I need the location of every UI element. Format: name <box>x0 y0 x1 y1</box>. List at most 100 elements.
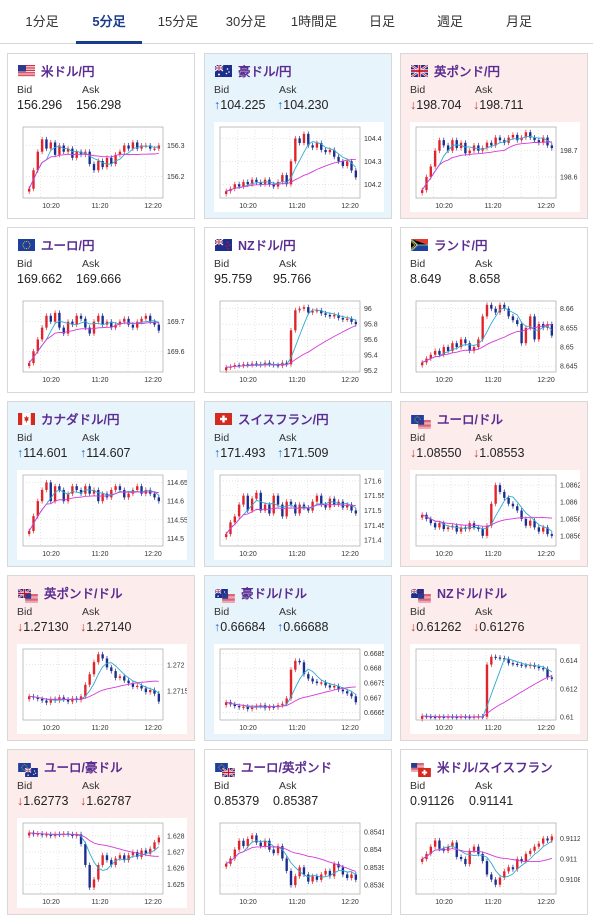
mini-chart[interactable]: 0.8541 0.854 0.8539 0.8538 10:20 11:20 12:20 <box>214 818 384 908</box>
mini-chart[interactable]: 114.65 114.6 114.55 114.5 10:20 11:20 12:20 <box>17 470 187 560</box>
bid-price: 198.704 <box>416 98 462 112</box>
rate-card[interactable]: 英ポンド/ドル Bid Ask ↓1.27130 ↓1.27140 1.272 1… <box>7 575 195 741</box>
mini-chart[interactable]: 0.614 0.612 0.61 10:20 11:20 12:20 <box>410 644 580 734</box>
tab-1hour[interactable]: 1時間足 <box>290 14 338 29</box>
pair-name[interactable]: ユーロ/英ポンド <box>241 760 332 775</box>
candle-body <box>350 693 353 697</box>
x-tick-label: 12:20 <box>341 725 359 732</box>
pair-title-link[interactable]: 米ドル/円 <box>18 60 94 80</box>
tab-daily[interactable]: 日足 <box>368 14 395 29</box>
pair-title-link[interactable]: 豪ドル/円 <box>214 60 292 80</box>
mini-chart[interactable]: 96 95.8 95.6 95.4 95.2 10:20 11:20 12:20 <box>214 296 384 386</box>
mini-chart[interactable]: 1.628 1.627 1.626 1.625 10:20 11:20 12:20 <box>17 818 187 908</box>
candle-body <box>468 150 471 154</box>
tab-1min[interactable]: 1分足 <box>25 14 59 29</box>
candle-body <box>49 315 52 322</box>
pair-title-link[interactable]: ユーロ/円 <box>18 234 94 254</box>
bid-label: Bid <box>17 258 33 270</box>
pair-name[interactable]: 豪ドル/ドル <box>241 586 307 601</box>
pair-title-link[interactable]: 米ドル/スイスフラン <box>411 756 553 777</box>
mini-chart[interactable]: 0.6685 0.668 0.6675 0.667 0.6665 10:20 11:20 12… <box>214 644 384 734</box>
rate-card[interactable]: ユーロ/ドル Bid Ask ↓1.08550 ↓1.08553 1.0862 1… <box>400 401 588 567</box>
mini-chart[interactable]: 169.7 169.6 10:20 11:20 12:20 <box>17 296 187 386</box>
tab-5min[interactable]: 5分足 <box>76 0 142 44</box>
x-tick-label: 11:20 <box>92 725 109 732</box>
rate-card[interactable]: 英ポンド/円 Bid Ask ↓198.704 ↓198.711 198.7 19… <box>400 53 588 219</box>
rate-card[interactable]: 豪ドル/円 Bid Ask ↑104.225 ↑104.230 104.4 104… <box>204 53 392 219</box>
pair-title-link[interactable]: 英ポンド/円 <box>410 60 500 80</box>
pair-title-link[interactable]: NZドル/ドル <box>410 582 508 603</box>
mini-chart[interactable]: 171.6 171.55 171.5 171.45 171.4 10:20 11:20 12:… <box>214 470 384 560</box>
candle-body <box>328 498 332 508</box>
pair-title-link[interactable]: 豪ドル/ドル <box>214 582 307 603</box>
pair-title-link[interactable]: NZドル/円 <box>214 234 296 254</box>
candle-body <box>45 482 48 490</box>
candle-body <box>433 716 437 719</box>
rate-card[interactable]: 豪ドル/ドル Bid Ask ↑0.66684 ↑0.66688 0.6685 0… <box>204 575 392 741</box>
ask-price: 169.666 <box>76 272 122 286</box>
pair-name[interactable]: ユーロ/ドル <box>437 412 503 427</box>
candle-body <box>272 184 275 187</box>
candle-body <box>272 495 275 514</box>
rate-card[interactable]: NZドル/ドル Bid Ask ↓0.61262 ↓0.61276 0.614 0… <box>400 575 588 741</box>
pair-name[interactable]: 豪ドル/円 <box>238 64 292 79</box>
rate-card[interactable]: ユーロ/豪ドル Bid Ask ↓1.62773 ↓1.62787 1.628 1… <box>7 749 195 915</box>
pair-name[interactable]: 米ドル/円 <box>41 64 95 79</box>
rate-card[interactable]: NZドル/円 Bid Ask 95.759 95.766 96 95.8 95.6 9… <box>204 227 392 393</box>
rate-card[interactable]: カナダドル/円 Bid Ask ↑114.601 ↑114.607 114.65… <box>7 401 195 567</box>
ask-price: 1.62787 <box>86 794 132 808</box>
pair-name[interactable]: 英ポンド/円 <box>434 64 500 79</box>
tab-monthly[interactable]: 月足 <box>505 14 532 29</box>
tab-30min[interactable]: 30分足 <box>225 14 267 29</box>
candle-body <box>433 150 437 167</box>
pair-name[interactable]: ユーロ/円 <box>41 238 95 253</box>
pair-title-link[interactable]: ユーロ/英ポンド <box>215 756 332 778</box>
rate-card[interactable]: ユーロ/円 Bid Ask 169.662 169.666 169.7 169.6… <box>7 227 195 393</box>
pair-name[interactable]: NZドル/ドル <box>437 586 508 601</box>
y-tick-label: 104.2 <box>364 182 382 189</box>
mini-chart[interactable]: 0.9112 0.911 0.9108 10:20 11:20 12:20 <box>410 818 580 908</box>
moving-average-short <box>28 145 159 189</box>
pair-title-link[interactable]: ユーロ/豪ドル <box>18 756 123 777</box>
rate-card[interactable]: スイスフラン/円 Bid Ask ↑171.493 ↑171.509 171.6… <box>204 401 392 567</box>
candle-body <box>281 504 284 517</box>
candle-body <box>468 523 471 530</box>
y-tick-label: 1.0862 <box>560 483 580 490</box>
pair-name[interactable]: ランド/円 <box>434 238 488 253</box>
pair-name[interactable]: 英ポンド/ドル <box>44 586 123 601</box>
pair-title-link[interactable]: カナダドル/円 <box>18 408 119 428</box>
mini-chart[interactable]: 1.272 1.2715 10:20 11:20 12:20 <box>17 644 187 734</box>
pair-name[interactable]: ユーロ/豪ドル <box>44 760 123 775</box>
pair-title-link[interactable]: ランド/円 <box>410 234 488 254</box>
pair-title-link[interactable]: ユーロ/ドル <box>411 408 503 429</box>
tab-weekly[interactable]: 週足 <box>436 14 463 29</box>
mini-chart[interactable]: 1.0862 1.086 1.0858 1.0856 10:20 11:20 12:20 <box>410 470 580 560</box>
arrow-down-icon: ↓ <box>80 794 87 808</box>
candle-body <box>350 161 353 171</box>
candlestick-chart: 1.628 1.627 1.626 1.625 10:20 11:20 12:20 <box>22 822 185 906</box>
tab-15min[interactable]: 15分足 <box>157 14 199 29</box>
pair-name[interactable]: カナダドル/円 <box>41 412 120 427</box>
rate-card[interactable]: ランド/円 Bid Ask 8.649 8.658 8.66 8.655 8.65 8… <box>400 227 588 393</box>
candle-body <box>307 133 310 146</box>
pair-name[interactable]: 米ドル/スイスフラン <box>437 760 553 775</box>
bid-value: ↓1.62773 <box>17 794 68 808</box>
rate-card[interactable]: 米ドル/円 Bid Ask 156.296 156.298 156.3 156.2… <box>7 53 195 219</box>
rate-card[interactable]: ユーロ/英ポンド Bid Ask 0.85379 0.85387 0.8541 0… <box>204 749 392 915</box>
candle-body <box>520 859 523 862</box>
pair-name[interactable]: スイスフラン/円 <box>238 412 329 427</box>
mini-chart[interactable]: 198.7 198.6 10:20 11:20 12:20 <box>410 122 580 212</box>
mini-chart[interactable]: 104.4 104.3 104.2 10:20 11:20 12:20 <box>214 122 384 212</box>
candle-body <box>84 684 87 697</box>
candlestick-chart: 198.7 198.6 10:20 11:20 12:20 <box>415 126 578 210</box>
candle-body <box>131 142 135 149</box>
pair-title-link[interactable]: 英ポンド/ドル <box>17 582 123 603</box>
pair-name[interactable]: NZドル/円 <box>238 238 296 253</box>
mini-chart[interactable]: 8.66 8.655 8.65 8.645 10:20 11:20 12:20 <box>410 296 580 386</box>
candle-body <box>92 164 96 171</box>
rate-card[interactable]: 米ドル/スイスフラン Bid Ask 0.91126 0.91141 0.911… <box>400 749 588 915</box>
candle-body <box>123 489 126 498</box>
bid-label: Bid <box>410 258 426 270</box>
pair-title-link[interactable]: スイスフラン/円 <box>215 408 329 428</box>
mini-chart[interactable]: 156.3 156.2 10:20 11:20 12:20 <box>17 122 187 212</box>
